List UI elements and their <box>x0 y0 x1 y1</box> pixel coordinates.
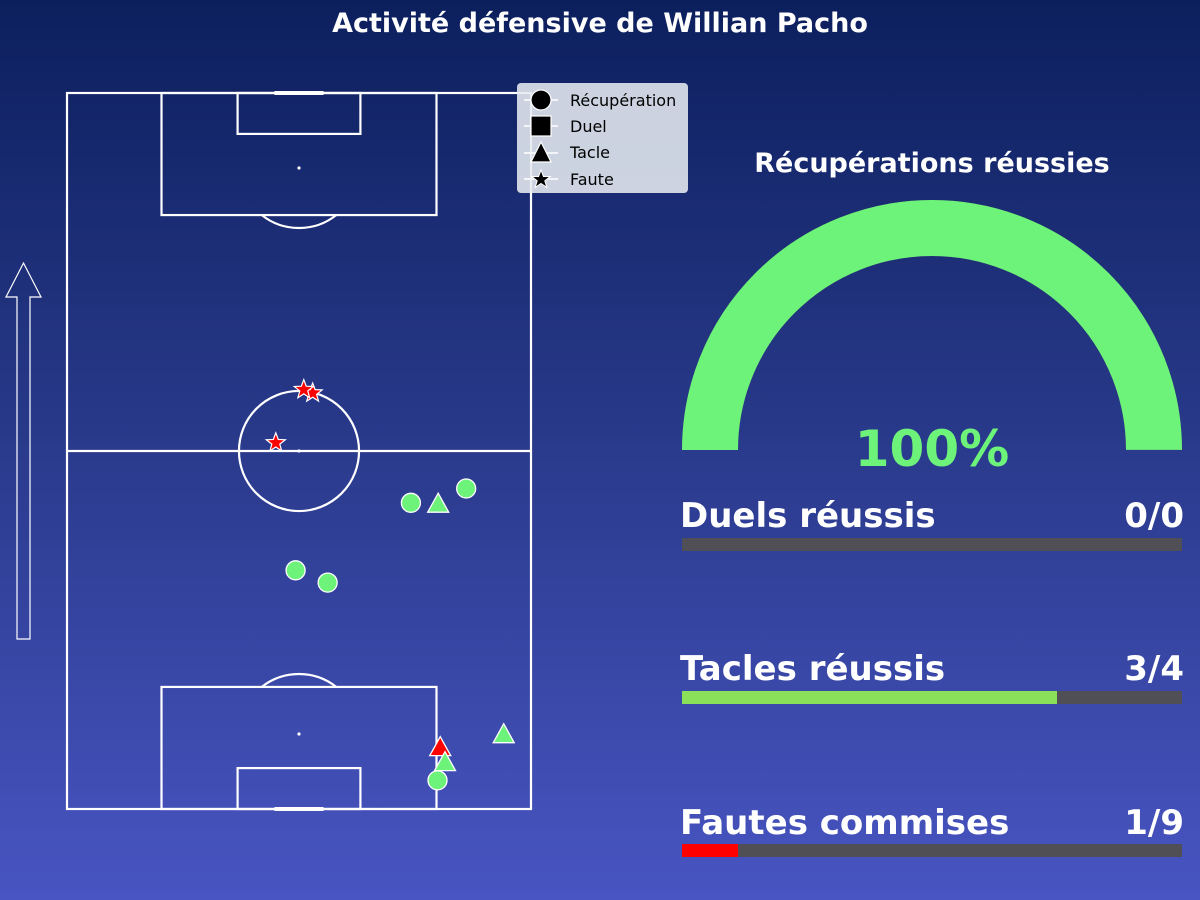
recuperation-marker <box>400 492 422 513</box>
penalty-arc-top <box>261 214 337 230</box>
stat-value-duels: 0/0 <box>1124 496 1184 536</box>
gauge <box>682 200 1182 451</box>
penalty-box-top <box>160 91 438 217</box>
gauge-fill <box>682 200 1182 451</box>
tacle-marker <box>433 750 457 772</box>
legend-label: Duel <box>570 116 607 136</box>
legend: Récupération Duel Tacle Faute <box>517 83 688 193</box>
six-yard-box-bottom <box>236 766 362 811</box>
legend-label: Tacle <box>570 143 611 163</box>
center-spot <box>297 449 301 453</box>
chart-title: Activité défensive de Willian Pacho <box>332 8 868 39</box>
stat-bar-fautes <box>682 844 1182 857</box>
pitch-chart <box>5 91 533 811</box>
recuperation-marker <box>317 572 338 593</box>
stat-label-fautes: Fautes commises <box>680 803 1010 843</box>
legend-item-faute: Faute <box>517 166 688 192</box>
star-marker-icon <box>524 168 558 189</box>
stat-value-fautes: 1/9 <box>1124 803 1184 843</box>
triangle-marker-icon <box>524 140 558 163</box>
stat-bar-fill <box>682 844 738 857</box>
legend-label: Faute <box>570 169 614 189</box>
legend-item-duel: Duel <box>517 113 688 139</box>
faute-marker <box>264 431 287 453</box>
faute-marker <box>292 377 315 400</box>
square-marker-icon <box>524 115 558 138</box>
gauge-value: 100% <box>854 420 1010 478</box>
legend-item-recuperation: Récupération <box>517 87 688 113</box>
pitch-lines <box>65 91 533 811</box>
legend-label: Récupération <box>570 90 677 110</box>
tacle-marker <box>426 491 450 513</box>
legend-item-tacle: Tacle <box>517 140 688 166</box>
recuperation-marker <box>427 770 448 791</box>
tacle-marker <box>492 722 516 744</box>
gauge-title: Récupérations réussies <box>754 148 1110 179</box>
circle-marker-icon <box>524 89 558 111</box>
stat-value-tacles: 3/4 <box>1124 649 1184 689</box>
recuperation-marker <box>285 560 306 581</box>
penalty-spot-top <box>297 166 301 170</box>
recuperation-marker <box>456 478 477 499</box>
stat-bar-tacles <box>682 691 1182 704</box>
stat-bar-fill <box>682 691 1057 704</box>
penalty-spot-bottom <box>297 732 301 736</box>
up-arrow-icon <box>5 261 42 640</box>
stat-bar-duels <box>682 538 1182 551</box>
tacle-marker <box>428 735 452 757</box>
events-layer <box>264 377 516 791</box>
penalty-box-bottom <box>160 685 438 811</box>
stat-label-duels: Duels réussis <box>680 496 936 536</box>
stat-label-tacles: Tacles réussis <box>680 649 946 689</box>
attack-direction-arrow <box>5 261 42 640</box>
penalty-arc-bottom <box>261 672 337 688</box>
six-yard-box-top <box>236 91 362 136</box>
